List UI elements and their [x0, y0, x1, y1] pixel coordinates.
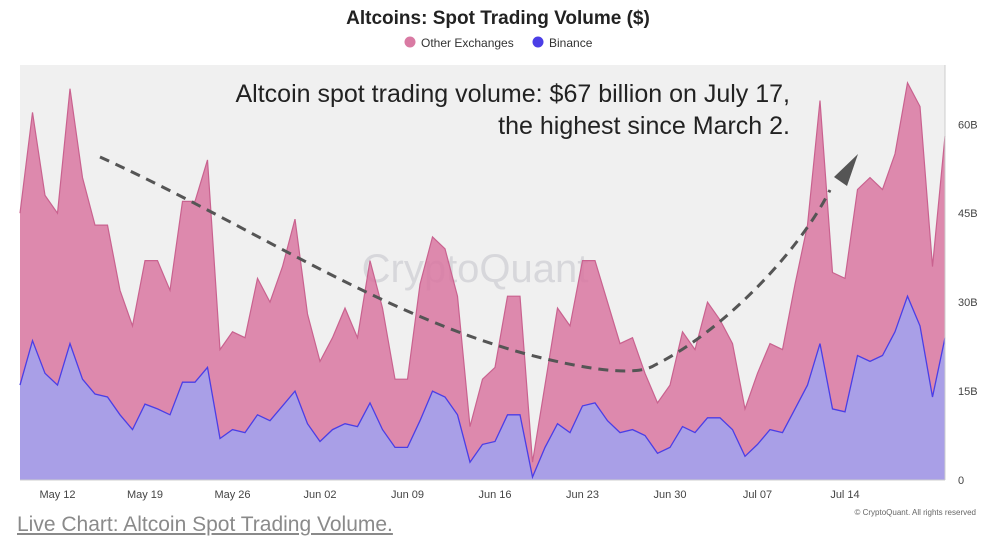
x-tick-label: Jun 16 — [478, 489, 511, 501]
other-exchanges-area — [20, 82, 945, 478]
legend-swatch-binance — [532, 36, 544, 48]
binance-area — [20, 296, 945, 480]
chart-title: Altcoins: Spot Trading Volume ($) — [346, 8, 650, 29]
x-tick-label: May 12 — [39, 489, 75, 501]
watermark: CryptoQuant — [362, 247, 589, 291]
y-axis: 0 15B 30B 45B 60B — [958, 119, 978, 487]
x-axis: May 12 May 19 May 26 Jun 02 Jun 09 Jun 16 Jun … — [39, 489, 859, 501]
legend-label-other-exchanges: Other Exchanges — [421, 36, 514, 50]
x-tick-label: Jul 07 — [743, 489, 772, 501]
y-tick-label: 30B — [958, 297, 978, 309]
y-tick-label: 45B — [958, 208, 978, 220]
live-chart-link[interactable]: Live Chart: Altcoin Spot Trading Volume. — [17, 513, 393, 536]
x-tick-label: Jun 30 — [653, 489, 686, 501]
x-tick-label: Jun 02 — [303, 489, 336, 501]
y-tick-label: 0 — [958, 475, 964, 487]
y-tick-label: 60B — [958, 119, 978, 131]
annotation: Altcoin spot trading volume: $67 billion… — [236, 80, 791, 140]
copyright-text: © CryptoQuant. All rights reserved — [855, 508, 977, 517]
x-tick-label: Jun 09 — [391, 489, 424, 501]
x-tick-label: Jun 23 — [566, 489, 599, 501]
legend-label-binance: Binance — [549, 36, 593, 50]
legend: Other Exchanges Binance — [404, 36, 593, 50]
series-layer — [19, 80, 946, 480]
binance-line — [19, 294, 946, 480]
annotation-line-2: the highest since March 2. — [498, 112, 790, 140]
x-tick-label: Jul 14 — [830, 489, 859, 501]
x-tick-label: May 26 — [214, 489, 250, 501]
legend-swatch-other-exchanges — [404, 36, 416, 48]
trend-arrow — [99, 154, 858, 373]
x-tick-label: May 19 — [127, 489, 163, 501]
other-exchanges-line — [19, 80, 946, 463]
annotation-line-1: Altcoin spot trading volume: $67 billion… — [236, 80, 791, 108]
arrow-head-icon — [834, 154, 858, 186]
y-tick-label: 15B — [958, 386, 978, 398]
